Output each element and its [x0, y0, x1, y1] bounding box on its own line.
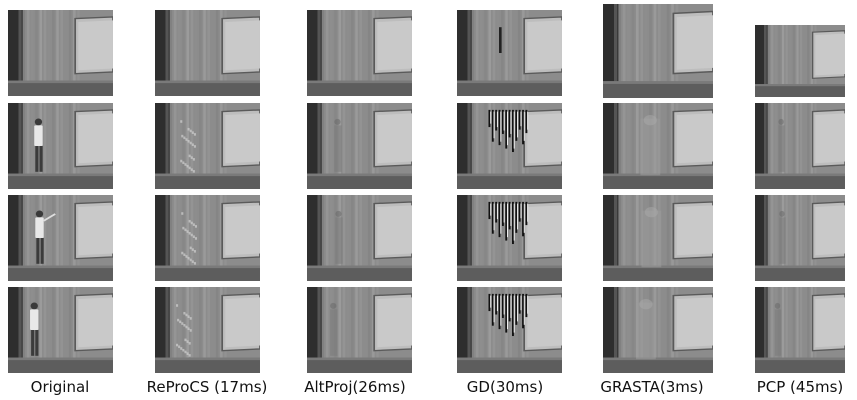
frame-grasta-row-1: [603, 4, 713, 98]
column-label-altproj: AltProj(26ms): [304, 378, 406, 396]
frame-original-row-3: [8, 195, 113, 281]
frame-pcp-row-1: [755, 25, 845, 97]
frame-original-row-4: [8, 287, 113, 373]
frame-gd-row-3: [457, 195, 562, 281]
frame-gd-row-2: [457, 103, 562, 189]
column-label-original: Original: [30, 378, 90, 396]
frame-gd-row-4: [457, 287, 562, 373]
frame-grasta-row-4: [603, 287, 713, 373]
column-label-grasta: GRASTA(3ms): [600, 378, 704, 396]
frame-altproj-row-3: [307, 195, 412, 281]
frame-reprocs-row-3: [155, 195, 260, 281]
frame-grasta-row-2: [603, 103, 713, 189]
frame-gd-row-1: [457, 10, 562, 96]
column-label-gd: GD(30ms): [466, 378, 544, 396]
frame-reprocs-row-4: [155, 287, 260, 373]
frame-reprocs-row-1: [155, 10, 260, 96]
frame-altproj-row-4: [307, 287, 412, 373]
column-label-reprocs: ReProCS (17ms): [146, 378, 268, 396]
frame-altproj-row-1: [307, 10, 412, 96]
frame-original-row-2: [8, 103, 113, 189]
frame-reprocs-row-2: [155, 103, 260, 189]
frame-grasta-row-3: [603, 195, 713, 281]
frame-pcp-row-2: [755, 103, 845, 189]
frame-pcp-row-3: [755, 195, 845, 281]
frame-pcp-row-4: [755, 287, 845, 373]
frame-original-row-1: [8, 10, 113, 96]
frame-altproj-row-2: [307, 103, 412, 189]
column-label-pcp: PCP (45ms): [756, 378, 844, 396]
